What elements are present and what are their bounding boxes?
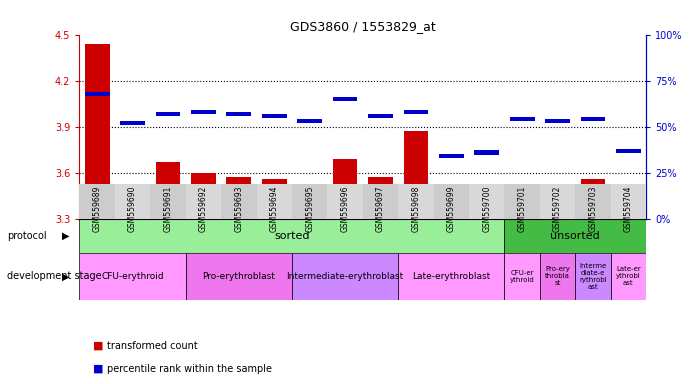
Bar [469, 184, 504, 219]
Text: ■: ■ [93, 364, 104, 374]
Text: sorted: sorted [274, 231, 310, 241]
Bar [611, 184, 646, 219]
Bar [120, 121, 145, 125]
Bar [79, 184, 115, 219]
Title: GDS3860 / 1553829_at: GDS3860 / 1553829_at [290, 20, 435, 33]
Bar [504, 184, 540, 219]
Text: protocol: protocol [7, 231, 46, 241]
Bar [186, 184, 221, 219]
Text: GSM559695: GSM559695 [305, 186, 314, 232]
Bar [332, 97, 357, 101]
Bar [227, 177, 252, 219]
Bar [616, 149, 641, 153]
Text: GSM559697: GSM559697 [376, 186, 385, 232]
Bar [262, 179, 287, 219]
Text: CFU-er
ythroid: CFU-er ythroid [510, 270, 535, 283]
Bar [186, 253, 292, 300]
Bar [398, 253, 504, 300]
Bar [434, 184, 469, 219]
Text: ▶: ▶ [62, 271, 70, 281]
Text: Pro-ery
throbla
st: Pro-ery throbla st [545, 266, 570, 286]
Bar [368, 114, 393, 118]
Text: ■: ■ [93, 341, 104, 351]
Text: GSM559689: GSM559689 [93, 186, 102, 232]
Text: ▶: ▶ [62, 231, 70, 241]
Text: GSM559699: GSM559699 [447, 186, 456, 232]
Text: unsorted: unsorted [551, 231, 600, 241]
Text: GSM559692: GSM559692 [199, 186, 208, 232]
Bar [575, 253, 611, 300]
Bar [332, 159, 357, 219]
Bar [256, 184, 292, 219]
Text: Pro-erythroblast: Pro-erythroblast [202, 272, 275, 281]
Bar [404, 131, 428, 219]
Bar [540, 184, 575, 219]
Bar [191, 173, 216, 219]
Bar [545, 119, 570, 123]
Bar [580, 118, 605, 121]
Bar [404, 110, 428, 114]
Bar [120, 187, 145, 219]
Bar [474, 197, 499, 219]
Text: GSM559691: GSM559691 [164, 186, 173, 232]
Bar [580, 179, 605, 219]
Bar [439, 200, 464, 219]
Bar [292, 253, 398, 300]
Text: GSM559702: GSM559702 [553, 186, 562, 232]
Bar [611, 253, 646, 300]
Text: GSM559704: GSM559704 [624, 186, 633, 232]
Text: GSM559693: GSM559693 [234, 186, 243, 232]
Bar [115, 184, 150, 219]
Text: GSM559694: GSM559694 [269, 186, 278, 232]
Bar [363, 184, 398, 219]
Bar [398, 184, 434, 219]
Text: development stage: development stage [7, 271, 102, 281]
Bar [85, 91, 110, 96]
Bar [85, 44, 110, 219]
Bar [510, 185, 535, 219]
Bar [79, 219, 504, 253]
Text: GSM559690: GSM559690 [128, 186, 137, 232]
Bar [510, 118, 535, 121]
Bar [474, 151, 499, 154]
Bar [504, 219, 646, 253]
Bar [545, 185, 570, 219]
Bar [79, 253, 186, 300]
Bar [540, 253, 575, 300]
Bar [155, 162, 180, 219]
Bar [297, 119, 322, 123]
Text: percentile rank within the sample: percentile rank within the sample [107, 364, 272, 374]
Bar [151, 184, 186, 219]
Bar [368, 177, 393, 219]
Text: Late-erythroblast: Late-erythroblast [413, 272, 491, 281]
Text: GSM559700: GSM559700 [482, 186, 491, 232]
Bar [439, 154, 464, 158]
Text: transformed count: transformed count [107, 341, 198, 351]
Bar [328, 184, 363, 219]
Text: Intermediate-erythroblast: Intermediate-erythroblast [287, 272, 404, 281]
Bar [221, 184, 256, 219]
Bar [504, 253, 540, 300]
Text: GSM559703: GSM559703 [589, 186, 598, 232]
Text: Interme
diate-e
rythrobl
ast: Interme diate-e rythrobl ast [579, 263, 607, 290]
Bar [155, 112, 180, 116]
Text: GSM559698: GSM559698 [411, 186, 420, 232]
Text: CFU-erythroid: CFU-erythroid [102, 272, 164, 281]
Bar [616, 185, 641, 219]
Bar [227, 112, 252, 116]
Bar [191, 110, 216, 114]
Bar [297, 184, 322, 219]
Text: Late-er
ythrobl
ast: Late-er ythrobl ast [616, 266, 641, 286]
Bar [292, 184, 328, 219]
Bar [575, 184, 611, 219]
Text: GSM559696: GSM559696 [341, 186, 350, 232]
Text: GSM559701: GSM559701 [518, 186, 527, 232]
Bar [262, 114, 287, 118]
